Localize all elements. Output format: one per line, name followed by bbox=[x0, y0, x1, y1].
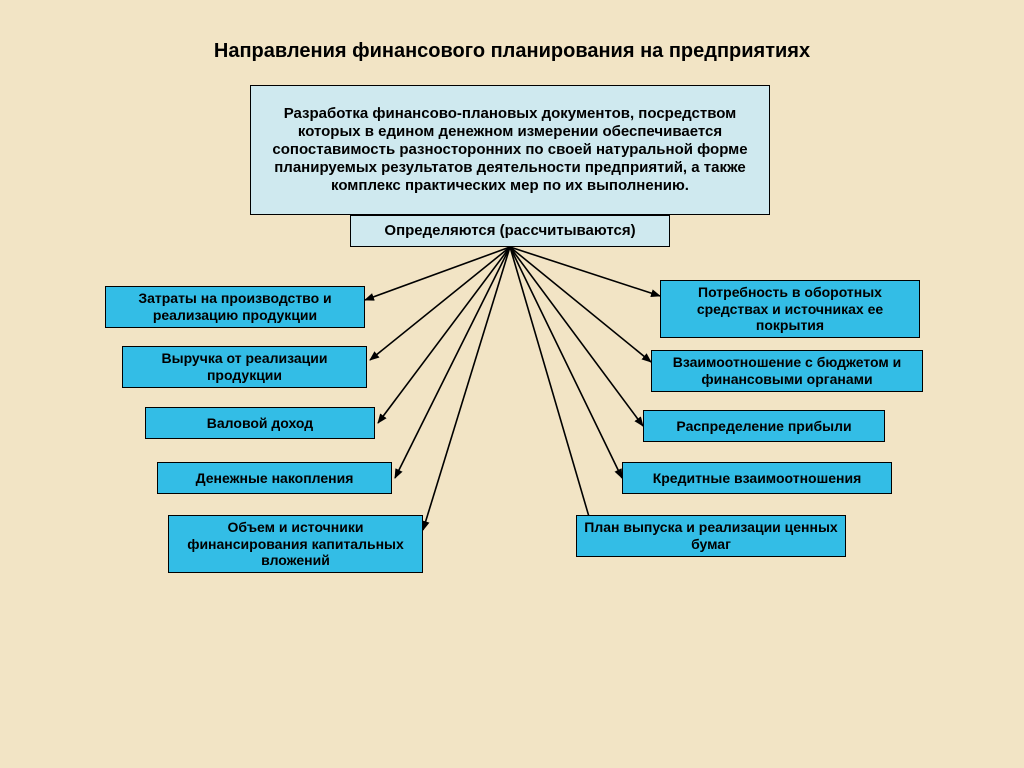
top-description-text: Разработка финансово-плановых документов… bbox=[259, 105, 761, 195]
diagram-title: Направления финансового планирования на … bbox=[0, 40, 1024, 63]
leaf-text-4: Объем и источники финансирования капитал… bbox=[175, 519, 416, 569]
leaf-box-9: План выпуска и реализации ценных бумаг bbox=[576, 515, 846, 557]
leaf-box-0: Затраты на производство и реализацию про… bbox=[105, 286, 365, 328]
leaf-text-2: Валовой доход bbox=[207, 415, 313, 432]
leaf-box-8: Кредитные взаимоотношения bbox=[622, 462, 892, 494]
leaf-text-9: План выпуска и реализации ценных бумаг bbox=[583, 519, 839, 553]
leaf-text-8: Кредитные взаимоотношения bbox=[653, 470, 862, 487]
leaf-box-7: Распределение прибыли bbox=[643, 410, 885, 442]
leaf-box-3: Денежные накопления bbox=[157, 462, 392, 494]
leaf-box-1: Выручка от реализации продукции bbox=[122, 346, 367, 388]
leaf-box-6: Взаимоотношение с бюджетом и финансовыми… bbox=[651, 350, 923, 392]
leaf-box-4: Объем и источники финансирования капитал… bbox=[168, 515, 423, 573]
top-description-box: Разработка финансово-плановых документов… bbox=[250, 85, 770, 215]
hub-box-text: Определяются (рассчитываются) bbox=[384, 222, 635, 240]
leaf-text-1: Выручка от реализации продукции bbox=[129, 350, 360, 384]
leaf-box-2: Валовой доход bbox=[145, 407, 375, 439]
leaf-text-3: Денежные накопления bbox=[196, 470, 354, 487]
hub-box: Определяются (рассчитываются) bbox=[350, 215, 670, 247]
leaf-text-6: Взаимоотношение с бюджетом и финансовыми… bbox=[658, 354, 916, 388]
leaf-text-7: Распределение прибыли bbox=[676, 418, 851, 435]
leaf-box-5: Потребность в оборотных средствах и исто… bbox=[660, 280, 920, 338]
leaf-text-0: Затраты на производство и реализацию про… bbox=[112, 290, 358, 324]
leaf-text-5: Потребность в оборотных средствах и исто… bbox=[667, 284, 913, 334]
